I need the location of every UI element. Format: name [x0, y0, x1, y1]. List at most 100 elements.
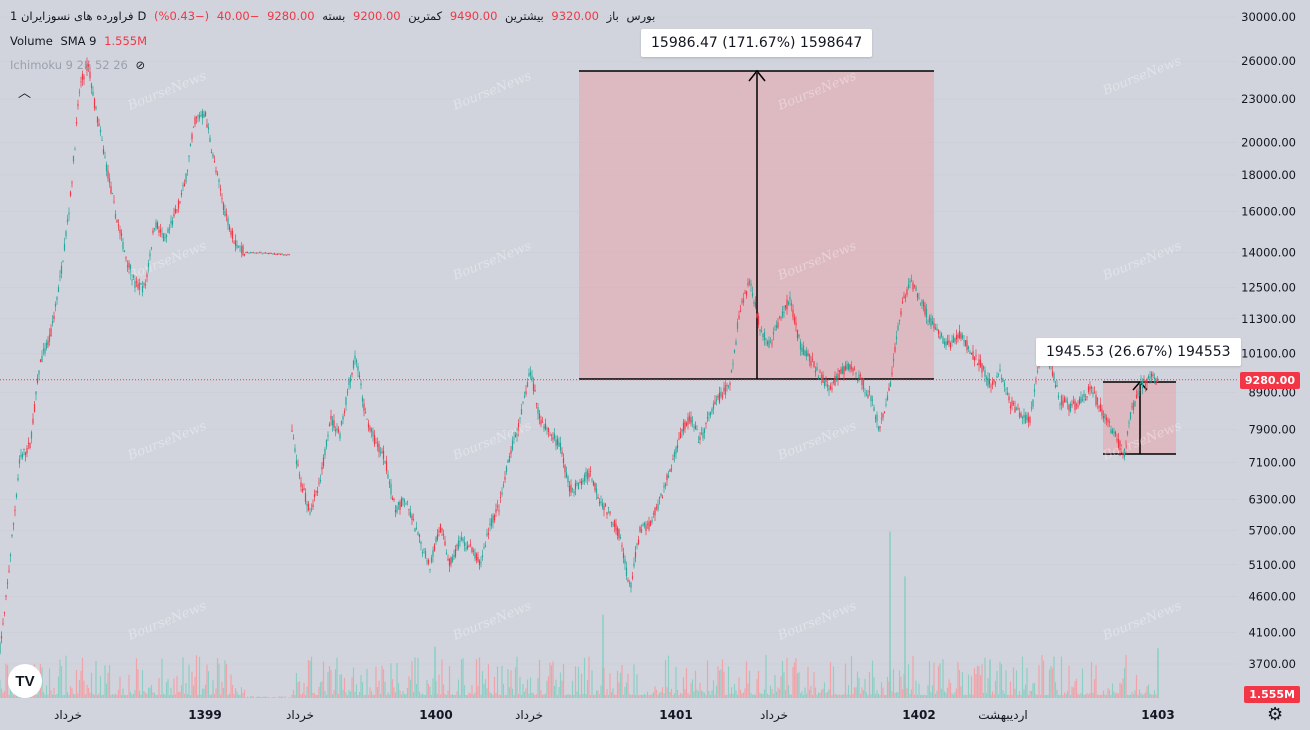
- volume-bar: [664, 660, 667, 698]
- volume-bar: [564, 694, 566, 698]
- volume-legend[interactable]: Volume SMA 9 1.555M: [10, 34, 151, 48]
- candle-body: [1147, 376, 1150, 379]
- candle-body: [300, 482, 302, 487]
- candle-body: [1029, 417, 1031, 424]
- volume-bar: [574, 666, 577, 698]
- price-tick-label: 20000.00: [1241, 135, 1296, 149]
- volume-bar: [54, 694, 57, 698]
- candle-body: [352, 360, 355, 369]
- candle-body: [516, 432, 518, 436]
- candle-body: [897, 325, 899, 331]
- volume-bar: [9, 688, 12, 698]
- volume-bar: [415, 683, 418, 698]
- candle-body: [862, 379, 865, 389]
- candle-body: [489, 523, 491, 526]
- volume-bar: [825, 693, 827, 698]
- candle-body: [339, 433, 341, 439]
- candle-body: [900, 311, 902, 315]
- candle-body: [540, 419, 542, 425]
- candle-body: [188, 155, 190, 157]
- candle-body: [77, 104, 79, 106]
- symbol-name[interactable]: فراورده های نسوزایران: [20, 9, 134, 23]
- volume-bar: [1048, 669, 1051, 698]
- candle-body: [930, 317, 932, 327]
- candle-body: [676, 445, 679, 448]
- candle-body: [748, 280, 751, 284]
- watermark-text: BourseNews: [450, 239, 534, 285]
- candle-body: [435, 537, 437, 543]
- candle-body: [1119, 441, 1121, 450]
- volume-bar: [583, 657, 586, 698]
- settings-gear-icon[interactable]: ⚙: [1267, 704, 1284, 725]
- volume-bar: [186, 693, 189, 698]
- volume-bar: [451, 694, 454, 698]
- ichimoku-legend[interactable]: Ichimoku 9 26 52 26 ⊘: [10, 58, 149, 72]
- candle-body: [978, 359, 980, 366]
- candle-body: [705, 423, 707, 425]
- volume-bar: [301, 693, 304, 698]
- candle-body: [822, 374, 824, 384]
- volume-bar: [813, 672, 815, 698]
- candle-body: [909, 281, 911, 283]
- candle-body: [51, 321, 54, 324]
- volume-bar: [745, 661, 748, 698]
- volume-bar: [975, 673, 977, 698]
- volume-bar: [438, 674, 440, 698]
- volume-bar: [772, 693, 775, 698]
- volume-bar: [943, 691, 946, 698]
- volume-bar: [544, 693, 547, 698]
- candle-body: [385, 461, 388, 472]
- tradingview-logo[interactable]: TV: [8, 664, 42, 698]
- candle-body: [1141, 381, 1144, 389]
- candle-body: [96, 116, 99, 123]
- candle-body: [1150, 373, 1153, 377]
- candle-body: [93, 98, 96, 109]
- candle-body: [165, 234, 168, 238]
- volume-bar: [138, 690, 141, 698]
- volume-bar: [612, 688, 614, 698]
- collapse-legend-chevron-icon[interactable]: ︿: [18, 86, 32, 101]
- candle-body: [325, 439, 328, 447]
- candle-body: [604, 504, 607, 507]
- candle-body: [877, 427, 880, 430]
- volume-bar: [351, 677, 353, 698]
- candle-body: [182, 185, 184, 187]
- volume-spike: [1157, 648, 1159, 698]
- watermark-text: BourseNews: [775, 599, 859, 645]
- volume-bar: [526, 679, 529, 698]
- volume-bar: [682, 677, 685, 698]
- interval-label[interactable]: 1D: [10, 9, 147, 23]
- candle-body: [463, 542, 466, 546]
- candle-body: [616, 527, 619, 536]
- candle-body: [38, 370, 40, 375]
- candle-body: [444, 541, 446, 546]
- volume-bar: [733, 684, 736, 698]
- volume-bar: [349, 691, 352, 698]
- volume-bar: [687, 692, 689, 698]
- watermark-text: BourseNews: [125, 69, 209, 115]
- volume-bar: [816, 694, 818, 698]
- volume-bar: [284, 696, 286, 698]
- volume-bar: [1117, 693, 1120, 698]
- volume-bar: [418, 691, 421, 698]
- eye-hidden-icon[interactable]: ⊘: [135, 58, 146, 72]
- candle-body: [690, 417, 692, 424]
- candle-body: [601, 503, 604, 508]
- candle-body: [622, 552, 625, 559]
- candle-body: [621, 545, 623, 547]
- candle-body: [996, 375, 998, 378]
- volume-bar: [780, 676, 782, 698]
- volume-bar: [699, 682, 701, 698]
- candle-body: [44, 348, 46, 354]
- candle-body: [712, 403, 715, 409]
- volume-bar: [805, 693, 808, 698]
- volume-bar: [679, 692, 682, 698]
- volume-bar: [996, 670, 998, 698]
- candle-body: [477, 557, 479, 562]
- volume-bar: [547, 676, 550, 698]
- volume-bar: [871, 660, 874, 698]
- candle-body: [144, 283, 147, 286]
- volume-bar: [342, 689, 344, 698]
- candle-body: [723, 387, 725, 392]
